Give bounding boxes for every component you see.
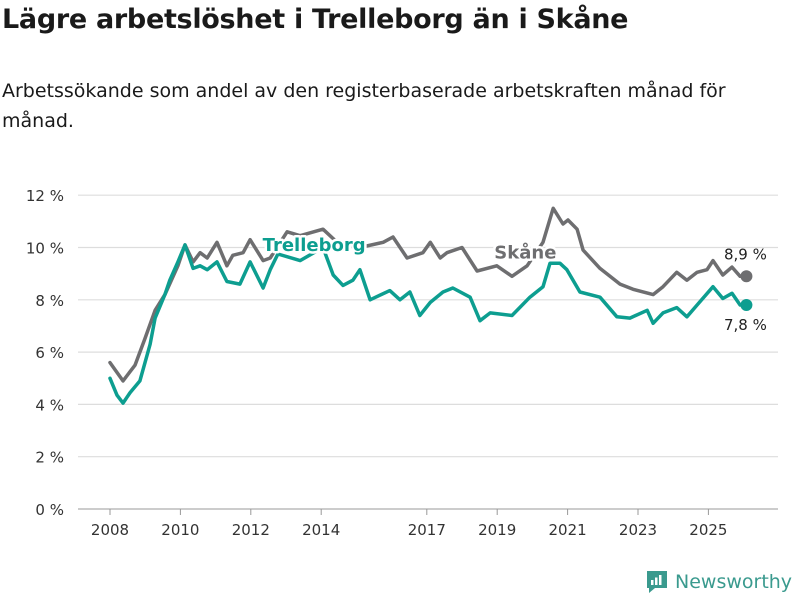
x-tick-label: 2025 [689,521,727,539]
chart-title: Lägre arbetslöshet i Trelleborg än i Skå… [2,4,629,35]
newsworthy-logo[interactable]: Newsworthy [645,569,792,595]
x-tick-label: 2019 [478,521,516,539]
y-tick-label: 0 % [35,501,64,519]
end-point-marker [740,299,753,312]
brand-name: Newsworthy [675,571,793,593]
line-chart: 0 % 2 % 4 % 6 % 8 % 10 % 12 % 2008 2010 2012 2014… [26,187,778,539]
annotations: Trelleborg Skåne [260,232,559,266]
end-point-marker [740,270,753,283]
end-value-label: 8,9 % [724,245,767,263]
x-tick-label: 2021 [549,521,587,539]
end-value-label: 7,8 % [724,316,767,334]
x-tick-label: 2008 [91,521,129,539]
series-annotation-label: Trelleborg [263,235,366,256]
x-tick-label: 2010 [161,521,199,539]
y-axis-ticks: 0 % 2 % 4 % 6 % 8 % 10 % 12 % [26,187,64,519]
series-line-trelleborg [108,243,749,405]
y-tick-label: 8 % [35,292,64,310]
x-tick-label: 2012 [232,521,270,539]
y-tick-label: 10 % [26,240,64,258]
y-tick-label: 6 % [35,344,64,362]
series-annotation-label: Skåne [494,242,556,264]
series-line-skane [108,206,749,383]
y-tick-label: 12 % [26,187,64,205]
y-tick-label: 4 % [35,396,64,414]
chart-subtitle: Arbetssökande som andel av den registerb… [2,80,726,132]
x-tick-label: 2014 [302,521,340,539]
bar-chart-logo-icon [647,571,667,593]
gridlines [78,194,778,510]
x-axis-ticks: 2008 2010 2012 2014 2017 2019 2021 2023 2025 [91,509,727,539]
series-lines: 8,9 % 7,8 % [108,206,767,405]
y-tick-label: 2 % [35,449,64,467]
x-tick-label: 2017 [408,521,446,539]
x-tick-label: 2023 [619,521,657,539]
